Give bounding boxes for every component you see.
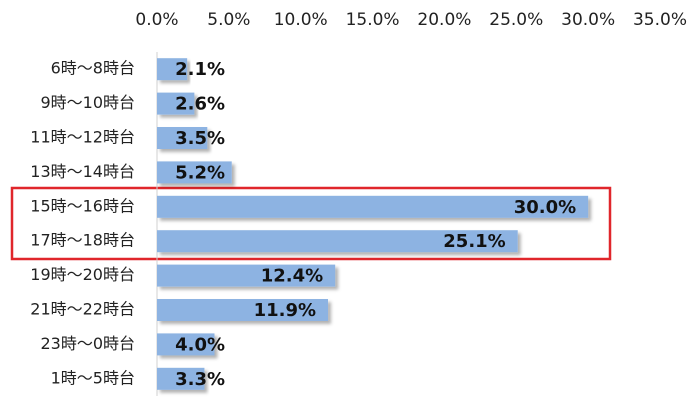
x-tick-label: 5.0% <box>207 10 250 30</box>
y-tick-label: 19時～20時台 <box>30 265 135 284</box>
bar <box>157 195 589 218</box>
y-tick-label: 23時～0時台 <box>40 334 135 353</box>
y-tick-label: 15時～16時台 <box>30 196 135 215</box>
x-tick-label: 25.0% <box>489 10 543 30</box>
highlight-box <box>10 186 612 261</box>
x-tick-label: 10.0% <box>274 10 328 30</box>
y-tick-label: 1時～5時台 <box>51 368 135 387</box>
x-tick-label: 30.0% <box>561 10 615 30</box>
bar <box>157 264 336 287</box>
bar <box>157 299 329 321</box>
data-label: 25.1% <box>443 231 505 252</box>
data-label: 11.9% <box>254 300 316 321</box>
y-tick-label: 21時～22時台 <box>30 300 135 319</box>
x-tick-label: 0.0% <box>135 10 178 30</box>
data-label: 3.3% <box>175 369 225 390</box>
bar <box>157 230 518 253</box>
y-tick-label: 17時～18時台 <box>30 231 135 250</box>
data-label: 2.6% <box>175 94 225 115</box>
bar <box>157 333 215 356</box>
bar <box>157 58 188 81</box>
y-tick-label: 6時～8時台 <box>51 59 135 78</box>
bar <box>157 161 232 184</box>
data-label: 4.0% <box>175 334 225 355</box>
data-label: 2.1% <box>175 59 225 80</box>
x-tick-label: 15.0% <box>346 10 400 30</box>
data-label: 5.2% <box>175 162 225 183</box>
data-label: 30.0% <box>514 197 576 218</box>
data-label: 12.4% <box>261 266 323 287</box>
bar <box>157 367 205 390</box>
x-tick-label: 35.0% <box>633 10 687 30</box>
y-tick-label: 13時～14時台 <box>30 162 135 181</box>
bar <box>157 127 208 149</box>
bar <box>157 92 195 115</box>
x-tick-label: 20.0% <box>417 10 471 30</box>
y-tick-label: 11時～12時台 <box>30 128 135 147</box>
y-tick-label: 9時～10時台 <box>40 93 135 112</box>
data-label: 3.5% <box>175 128 225 149</box>
